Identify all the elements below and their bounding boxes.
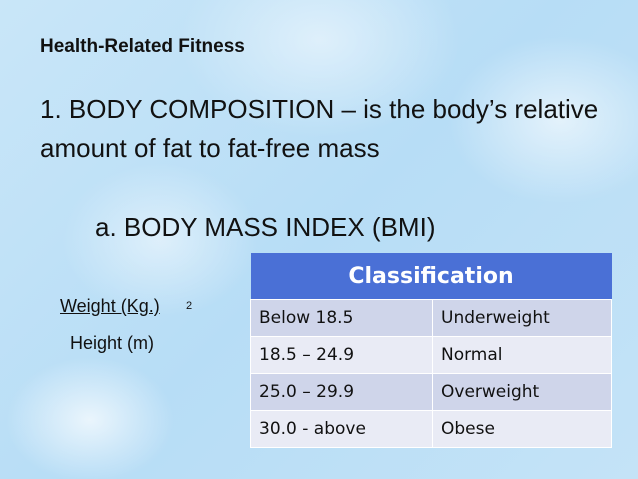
table-header: Classification xyxy=(250,253,612,300)
table-row: Below 18.5 Underweight xyxy=(250,299,612,337)
sub-point: a. BODY MASS INDEX (BMI) xyxy=(95,212,436,242)
slide-title: Health-Related Fitness xyxy=(40,36,245,57)
table-cell: Overweight xyxy=(432,373,612,411)
table-row: 18.5 – 24.9 Normal xyxy=(250,336,612,374)
table-cell: 30.0 - above xyxy=(250,410,433,448)
table-row: 25.0 – 29.9 Overweight xyxy=(250,373,612,411)
table-cell: 25.0 – 29.9 xyxy=(250,373,433,411)
table-row: 30.0 - above Obese xyxy=(250,410,612,448)
table-cell: Obese xyxy=(432,410,612,448)
bmi-table: Classification Below 18.5 Underweight 18.5… xyxy=(250,253,612,448)
formula-exponent: 2 xyxy=(186,300,193,312)
formula-denominator: Height (m) xyxy=(70,333,155,353)
table-cell: Normal xyxy=(432,336,612,374)
table-cell: 18.5 – 24.9 xyxy=(250,336,433,374)
table-cell: Underweight xyxy=(432,299,612,337)
bullet-point: 1. BODY COMPOSITION – is the body’s rela… xyxy=(40,94,599,163)
table-cell: Below 18.5 xyxy=(250,299,433,337)
formula-numerator: Weight (Kg.) xyxy=(60,296,160,316)
